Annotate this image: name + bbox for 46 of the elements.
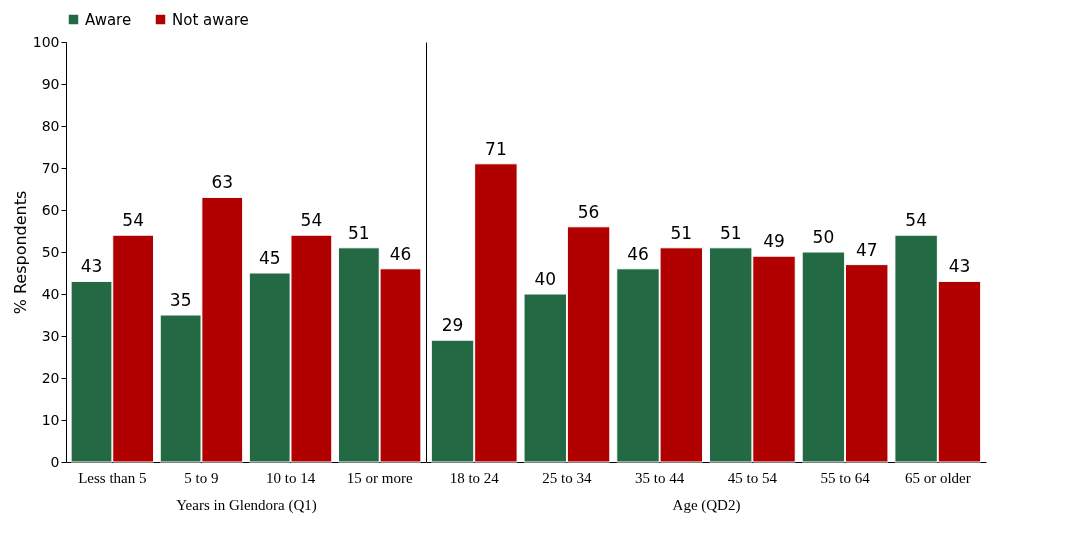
data-label: 50 bbox=[812, 227, 835, 247]
data-label: 51 bbox=[719, 222, 742, 243]
y-tick-label: 80 bbox=[41, 117, 60, 134]
data-label: 63 bbox=[211, 172, 234, 193]
x-axis-title: Age (QD2) bbox=[672, 496, 741, 514]
legend-label: Not aware bbox=[172, 10, 249, 29]
data-label: 71 bbox=[485, 138, 507, 159]
y-tick-label: 20 bbox=[41, 369, 60, 386]
data-label: 47 bbox=[855, 239, 878, 260]
y-tick-label: 50 bbox=[41, 243, 60, 260]
x-axis-title: Years in Glendora (Q1) bbox=[176, 496, 317, 514]
data-label: 54 bbox=[300, 210, 323, 231]
y-axis-title: % Respondents bbox=[10, 190, 30, 315]
data-label: 45 bbox=[258, 248, 281, 268]
y-tick-label: 100 bbox=[32, 33, 60, 50]
data-label: 43 bbox=[80, 256, 103, 277]
x-tick-label: Less than 5 bbox=[78, 469, 147, 486]
y-tick-label: 60 bbox=[41, 201, 60, 218]
x-tick-label: 35 to 44 bbox=[635, 469, 685, 486]
data-label: 46 bbox=[627, 243, 649, 264]
x-tick-label: 45 to 54 bbox=[727, 469, 778, 486]
data-label: 51 bbox=[670, 222, 693, 243]
y-tick-label: 90 bbox=[41, 75, 60, 92]
data-label: 29 bbox=[441, 315, 464, 336]
data-label: 54 bbox=[905, 210, 927, 231]
y-tick-label: 30 bbox=[41, 327, 60, 344]
x-tick-label: 25 to 34 bbox=[542, 469, 593, 486]
x-tick-label: 55 to 64 bbox=[820, 469, 871, 486]
data-label: 46 bbox=[389, 243, 412, 264]
x-tick-label: 10 to 14 bbox=[265, 469, 316, 486]
data-label: 35 bbox=[169, 290, 192, 310]
y-tick-label: 40 bbox=[41, 285, 60, 302]
y-tick-label: 10 bbox=[41, 411, 60, 428]
data-label: 43 bbox=[948, 256, 971, 277]
data-label: 56 bbox=[577, 201, 600, 222]
legend-label: Aware bbox=[85, 10, 132, 29]
x-tick-label: 18 to 24 bbox=[449, 469, 500, 486]
data-label: 49 bbox=[763, 231, 785, 252]
data-label: 54 bbox=[122, 210, 144, 231]
x-tick-label: 5 to 9 bbox=[184, 469, 219, 486]
y-tick-label: 0 bbox=[50, 453, 60, 470]
data-label: 51 bbox=[348, 222, 370, 243]
x-tick-label: 15 or more bbox=[346, 469, 413, 486]
x-tick-label: 65 or older bbox=[904, 469, 971, 486]
y-tick-label: 70 bbox=[41, 159, 60, 176]
data-label: 40 bbox=[534, 269, 557, 289]
